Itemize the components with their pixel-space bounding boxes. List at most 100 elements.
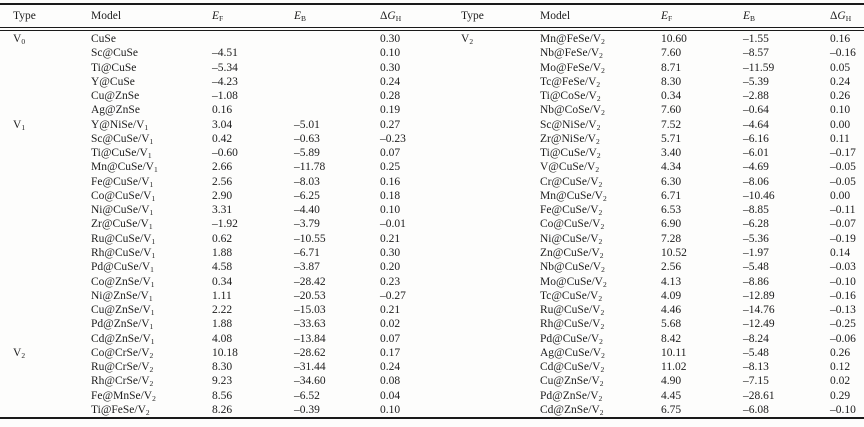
table-row: Mn@CuSe/V1 2.66 –11.78 0.25 (0, 160, 432, 174)
cell-model: Pd@ZnSe/V1 (91, 318, 154, 332)
cell-type (432, 217, 540, 231)
cell-model: Ru@CuSe/V2 (540, 304, 605, 318)
table-columns-wrapper: Type Model EF EB ΔGH V0 CuSe 0.30 Sc@CuSe –4… (0, 0, 864, 417)
data-table-right: Type Model EF EB ΔGH V2 Mn@FeSe/V2 10.60 –1… (432, 0, 864, 417)
cell-type (432, 332, 540, 346)
cell-model: Cd@CuSe/V2 (540, 361, 605, 375)
cell-dgh: 0.00 (830, 118, 851, 131)
cell-dgh: –0.07 (830, 218, 856, 231)
table-row: Rh@CuSe/V1 1.88 –6.71 0.30 (0, 246, 432, 260)
cell-dgh: 0.21 (380, 232, 401, 245)
table-row: Ti@CuSe/V2 3.40 –6.01 –0.17 (432, 146, 864, 160)
data-table-left: Type Model EF EB ΔGH V0 CuSe 0.30 Sc@CuSe –4… (0, 0, 432, 417)
table-row: Fe@CuSe/V2 6.53 –8.85 –0.11 (432, 203, 864, 217)
cell-ef: 7.52 (661, 118, 682, 131)
table-row: Cu@ZnSe –1.08 0.28 (0, 89, 432, 103)
cell-dgh: 0.29 (830, 389, 851, 402)
cell-eb: –4.64 (743, 118, 769, 131)
table-row: Y@CuSe –4.23 0.24 (0, 75, 432, 89)
cell-eb: –7.15 (743, 375, 769, 388)
cell-dgh: 0.26 (830, 346, 851, 359)
cell-ef: 1.11 (212, 289, 232, 302)
cell-ef: 8.42 (661, 332, 682, 345)
cell-eb: –11.59 (743, 61, 775, 74)
cell-dgh: –0.27 (380, 289, 406, 302)
cell-type (0, 203, 91, 217)
cell-dgh: 0.11 (830, 132, 850, 145)
cell-eb: –3.79 (294, 218, 320, 231)
cell-type (0, 260, 91, 274)
cell-ef: –1.92 (212, 218, 238, 231)
cell-type (0, 46, 91, 60)
cell-type (432, 303, 540, 317)
cell-dgh: 0.17 (380, 346, 401, 359)
col-header-model: Model (91, 10, 122, 22)
cell-model: Tc@CuSe/V2 (540, 289, 603, 303)
cell-eb: –8.86 (743, 275, 769, 288)
cell-ef: –5.34 (212, 61, 238, 74)
cell-dgh: –0.10 (830, 275, 856, 288)
col-header-type: Type (13, 10, 36, 22)
cell-dgh: –0.11 (830, 204, 856, 217)
cell-model: CuSe (91, 33, 116, 45)
cell-type (432, 61, 540, 75)
cell-model: Co@CuSe/V1 (91, 189, 156, 203)
cell-dgh: 0.28 (380, 90, 401, 103)
cell-eb: –6.16 (743, 132, 769, 145)
cell-ef: 2.90 (212, 189, 233, 202)
cell-model: Cu@ZnSe/V1 (91, 304, 155, 318)
cell-model: Rh@CuSe/V1 (91, 246, 156, 260)
cell-type (432, 389, 540, 403)
cell-ef: 10.60 (661, 33, 687, 45)
cell-type (0, 332, 91, 346)
cell-ef: 4.09 (661, 289, 682, 302)
cell-dgh: –0.06 (830, 332, 856, 345)
cell-type (0, 132, 91, 146)
cell-eb: –28.42 (294, 275, 326, 288)
cell-dgh: –0.01 (380, 218, 406, 231)
cell-model: Sc@NiSe/V2 (540, 118, 601, 132)
table-body-right: V2 Mn@FeSe/V2 10.60 –1.55 0.16 Nb@FeSe/V2 7.60… (432, 32, 864, 417)
cell-type (432, 146, 540, 160)
cell-dgh: 0.12 (830, 361, 851, 374)
cell-ef: 6.75 (661, 403, 682, 416)
table-row: V1 Y@NiSe/V1 3.04 –5.01 0.27 (0, 118, 432, 132)
cell-dgh: 0.23 (380, 275, 401, 288)
cell-type (432, 289, 540, 303)
table-row: Cu@ZnSe/V1 2.22 –15.03 0.21 (0, 303, 432, 317)
cell-eb: –5.39 (743, 75, 769, 88)
cell-ef: –4.23 (212, 75, 238, 88)
cell-ef: 0.34 (212, 275, 233, 288)
cell-type (0, 189, 91, 203)
table-row: Co@ZnSe/V1 0.34 –28.42 0.23 (0, 275, 432, 289)
cell-ef: 4.34 (661, 161, 682, 174)
cell-model: Ti@CuSe (91, 61, 137, 74)
cell-eb: –13.84 (294, 332, 326, 345)
cell-ef: 6.90 (661, 218, 682, 231)
cell-type (432, 132, 540, 146)
cell-model: Cd@ZnSe/V2 (540, 403, 604, 417)
cell-type (0, 303, 91, 317)
cell-dgh: 0.16 (380, 175, 401, 188)
cell-ef: 0.42 (212, 132, 233, 145)
cell-type (0, 403, 91, 417)
table-row: Nb@CuSe/V2 2.56 –5.48 –0.03 (432, 260, 864, 274)
cell-type (432, 103, 540, 117)
cell-eb: –10.46 (743, 189, 775, 202)
cell-ef: 5.71 (661, 132, 682, 145)
cell-eb: –14.76 (743, 304, 775, 317)
cell-type (0, 103, 91, 117)
cell-type: V1 (13, 118, 26, 132)
cell-type (432, 346, 540, 360)
cell-eb: –5.48 (743, 346, 769, 359)
cell-eb (294, 103, 380, 117)
cell-model: Zr@NiSe/V2 (540, 132, 600, 146)
cell-type: V2 (461, 33, 474, 46)
table-row: V0 CuSe 0.30 (0, 32, 432, 46)
cell-dgh: 0.18 (380, 189, 401, 202)
table-row: Rh@CrSe/V2 9.23 –34.60 0.08 (0, 374, 432, 388)
cell-eb: –8.06 (743, 175, 769, 188)
cell-eb (294, 89, 380, 103)
table-row: Sc@CuSe –4.51 0.10 (0, 46, 432, 60)
cell-type (0, 289, 91, 303)
